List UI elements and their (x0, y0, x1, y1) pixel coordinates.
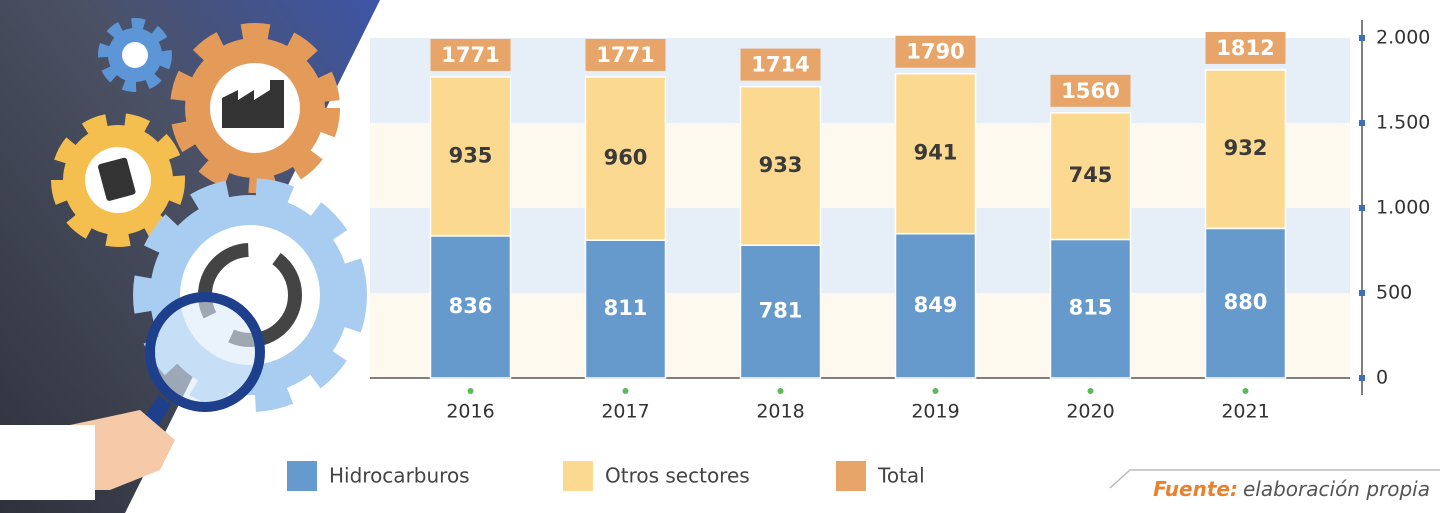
plot-background (370, 38, 1350, 378)
value-label: 932 (1224, 136, 1268, 160)
grid-band (370, 123, 1350, 208)
value-label: 745 (1069, 163, 1113, 187)
x-tick-label: 2020 (1066, 401, 1114, 423)
x-tick-dot (1088, 388, 1094, 394)
x-tick-label: 2019 (911, 401, 959, 423)
legend-swatch (287, 461, 317, 491)
y-tick-label: 1.500 (1376, 112, 1430, 134)
value-label: 811 (604, 296, 648, 320)
legend-swatch (836, 461, 866, 491)
y-tick-mark (1359, 120, 1365, 126)
x-tick-dot (623, 388, 629, 394)
value-label: 935 (449, 143, 493, 167)
total-label: 1771 (441, 43, 499, 67)
x-tick-label: 2016 (446, 401, 494, 423)
legend-label: Hidrocarburos (329, 464, 470, 488)
total-label: 1560 (1061, 79, 1119, 103)
value-label: 781 (759, 299, 803, 323)
x-tick-label: 2021 (1221, 401, 1269, 423)
magnifier (150, 297, 260, 407)
y-tick-label: 1.000 (1376, 197, 1430, 219)
source-text: elaboración propia (1243, 477, 1430, 501)
x-tick-label: 2018 (756, 401, 804, 423)
gear-hole (122, 42, 148, 68)
grid-band (370, 293, 1350, 378)
x-tick-dot (468, 388, 474, 394)
x-tick-dot (778, 388, 784, 394)
value-label: 836 (449, 294, 493, 318)
y-tick-label: 2.000 (1376, 27, 1430, 49)
value-label: 960 (604, 146, 648, 170)
value-label: 880 (1224, 290, 1268, 314)
chart: Fuente:elaboración propia 0 500 1.000 1.500… (0, 0, 1449, 513)
total-label: 1714 (751, 53, 809, 77)
value-label: 941 (914, 141, 958, 165)
total-label: 1812 (1216, 36, 1274, 60)
legend-label: Otros sectores (605, 464, 750, 488)
y-tick-mark (1359, 205, 1365, 211)
legend-label: Total (877, 464, 925, 488)
grid-band (370, 208, 1350, 293)
value-label: 933 (759, 153, 803, 177)
legend-swatch (563, 461, 593, 491)
x-tick-label: 2017 (601, 401, 649, 423)
value-label: 815 (1069, 296, 1113, 320)
y-tick-mark (1359, 290, 1365, 296)
x-tick-dot (1243, 388, 1249, 394)
source-label: Fuente: (1153, 477, 1238, 501)
y-tick-label: 0 (1376, 367, 1388, 389)
sleeve (0, 425, 95, 500)
illustration (0, 0, 380, 513)
x-tick-dot (933, 388, 939, 394)
value-label: 849 (914, 293, 958, 317)
y-tick-label: 500 (1376, 282, 1412, 304)
source: Fuente:elaboración propia (1153, 477, 1430, 501)
y-tick-mark (1359, 375, 1365, 381)
total-label: 1771 (596, 43, 654, 67)
y-tick-mark (1359, 35, 1365, 41)
grid-band (370, 38, 1350, 123)
total-label: 1790 (906, 40, 964, 64)
